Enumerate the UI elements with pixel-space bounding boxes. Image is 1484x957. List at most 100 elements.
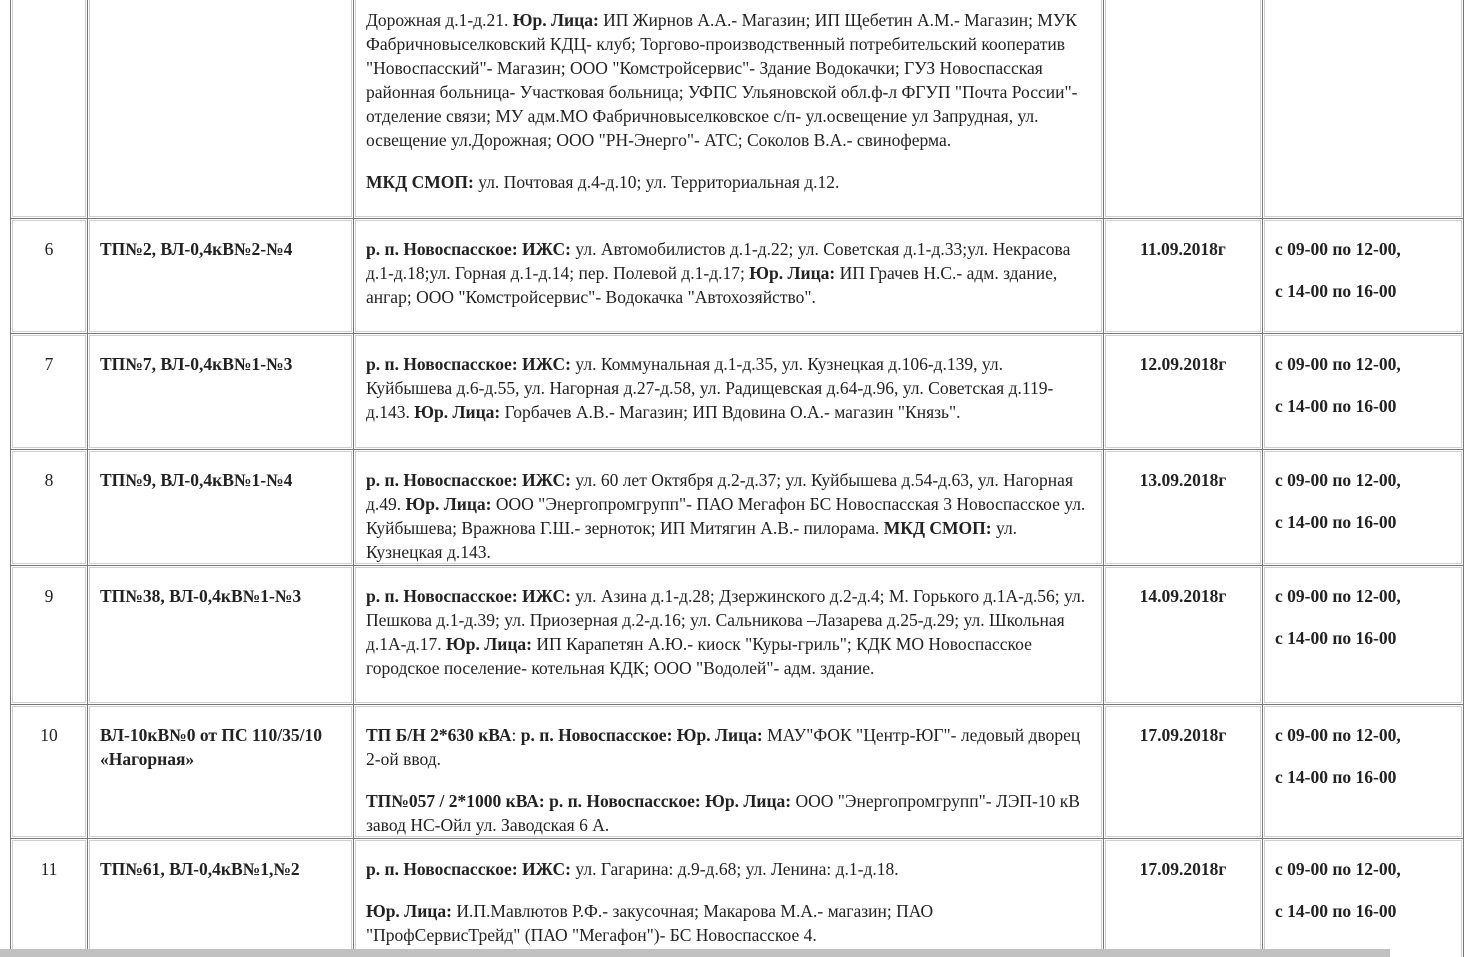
row-number: 6	[44, 239, 54, 259]
text: ул. Автомобилистов д.1-д.22; ул. Советск…	[366, 239, 1071, 283]
row-number: 9	[44, 586, 54, 606]
date: 13.09.2018г	[1139, 470, 1227, 490]
paragraph: Дорожная д.1-д.21. Юр. Лица: ИП Жирнов А…	[366, 8, 1091, 152]
paragraph: р. п. Новоспасское: ИЖС: ул. Автомобилис…	[366, 237, 1091, 309]
bold-text: МКД СМОП:	[883, 518, 992, 538]
number-cell	[10, 0, 88, 219]
time-range: с 14-00 по 16-00	[1275, 512, 1397, 532]
time-range: с 14-00 по 16-00	[1275, 281, 1397, 301]
bold-text: р. п. Новоспасское: Юр. Лица:	[520, 725, 763, 745]
description-cell: р. п. Новоспасское: ИЖС: ул. Гагарина: д…	[353, 838, 1104, 957]
text: ул. Азина д.1-д.28; Дзержинского д.2-д.4…	[366, 586, 1086, 654]
bold-text: Юр. Лица:	[749, 263, 836, 283]
time-cell: с 09-00 по 12-00, с 14-00 по 16-00	[1262, 565, 1464, 705]
bold-text: р. п. Новоспасское: ИЖС:	[366, 470, 571, 490]
time-cell: с 09-00 по 12-00, с 14-00 по 16-00	[1262, 218, 1464, 334]
time-range: с 09-00 по 12-00,	[1275, 239, 1401, 259]
text: ул. Коммунальная д.1-д.35, ул. Кузнецкая…	[366, 354, 1054, 422]
time-range: с 09-00 по 12-00,	[1275, 859, 1401, 879]
bold-text: Юр. Лица:	[366, 901, 452, 921]
text: И.П.Мавлютов Р.Ф.- закусочная; Макарова …	[366, 901, 934, 945]
time-range: с 14-00 по 16-00	[1275, 901, 1397, 921]
paragraph: МКД СМОП: ул. Почтовая д.4-д.10; ул. Тер…	[366, 170, 1091, 194]
object-name: ТП№2, ВЛ-0,4кВ№2-№4	[100, 239, 293, 259]
date-cell: 14.09.2018г	[1103, 565, 1263, 705]
scrollbar[interactable]	[0, 949, 1390, 957]
text: ИП Жирнов А.А.- Магазин; ИП Щебетин А.М.…	[366, 10, 1078, 150]
date-cell: 12.09.2018г	[1103, 333, 1263, 450]
object-name: ТП№7, ВЛ-0,4кВ№1-№3	[100, 354, 293, 374]
object-name: ТП№9, ВЛ-0,4кВ№1-№4	[100, 470, 293, 490]
object-cell: ТП№9, ВЛ-0,4кВ№1-№4	[87, 449, 354, 566]
description-cell: ТП Б/Н 2*630 кВА: р. п. Новоспасское: Юр…	[353, 704, 1104, 839]
bold-text: МКД СМОП:	[366, 172, 474, 192]
number-cell: 7	[10, 333, 88, 450]
time-cell: с 09-00 по 12-00, с 14-00 по 16-00	[1262, 838, 1464, 957]
text: ул. 60 лет Октября д.2-д.37; ул. Куйбыше…	[366, 470, 1073, 514]
time-cell: с 09-00 по 12-00, с 14-00 по 16-00	[1262, 704, 1464, 839]
text: ул. Гагарина: д.9-д.68; ул. Ленина: д.1-…	[570, 859, 899, 879]
time-range: с 09-00 по 12-00,	[1275, 725, 1401, 745]
bold-text: Юр. Лица:	[512, 10, 599, 30]
text: МАУ"ФОК "Центр-ЮГ"- ледовый дворец 2-ой …	[366, 725, 1081, 769]
description-cell: р. п. Новоспасское: ИЖС: ул. Азина д.1-д…	[353, 565, 1104, 705]
time-range: с 09-00 по 12-00,	[1275, 354, 1401, 374]
time-cell: с 09-00 по 12-00, с 14-00 по 16-00	[1262, 449, 1464, 566]
text: ул. Кузнецкая д.143.	[366, 518, 1018, 562]
date: 11.09.2018г	[1140, 239, 1226, 259]
date: 17.09.2018г	[1139, 859, 1227, 879]
object-cell: ТП№2, ВЛ-0,4кВ№2-№4	[87, 218, 354, 334]
number-cell: 11	[10, 838, 88, 957]
time-range: с 14-00 по 16-00	[1275, 767, 1397, 787]
paragraph: р. п. Новоспасское: ИЖС: ул. Азина д.1-д…	[366, 584, 1091, 680]
text: ИП Карапетян А.Ю.- киоск "Куры-гриль"; К…	[366, 634, 1032, 678]
object-cell	[87, 0, 354, 219]
bold-text: Юр. Лица:	[446, 634, 533, 654]
object-name: ВЛ-10кВ№0 от ПС 110/35/10 «Нагорная»	[100, 725, 322, 769]
object-cell: ВЛ-10кВ№0 от ПС 110/35/10 «Нагорная»	[87, 704, 354, 839]
time-range: с 14-00 по 16-00	[1275, 628, 1397, 648]
date: 17.09.2018г	[1139, 725, 1227, 745]
date-cell	[1103, 0, 1263, 219]
number-cell: 10	[10, 704, 88, 839]
number-cell: 6	[10, 218, 88, 334]
text: ИП Грачев Н.С.- адм. здание, ангар; ООО …	[366, 263, 1058, 307]
text: Дорожная д.1-д.21.	[366, 10, 513, 30]
date-cell: 11.09.2018г	[1103, 218, 1263, 334]
text: ООО "Энергопромгрупп"- ЛЭП-10 кВ завод Н…	[366, 791, 1080, 835]
date-cell: 17.09.2018г	[1103, 838, 1263, 957]
paragraph: ТП Б/Н 2*630 кВА: р. п. Новоспасское: Юр…	[366, 723, 1091, 771]
time-range: с 14-00 по 16-00	[1275, 396, 1397, 416]
time-range: с 09-00 по 12-00,	[1275, 586, 1401, 606]
text: :	[511, 725, 521, 745]
bold-text: р. п. Новоспасское: ИЖС:	[366, 354, 571, 374]
row-number: 8	[44, 470, 54, 490]
row-number: 11	[40, 859, 58, 879]
paragraph: ТП№057 / 2*1000 кВА: р. п. Новоспасское:…	[366, 789, 1091, 837]
bold-text: р. п. Новоспасское: ИЖС:	[366, 239, 571, 259]
paragraph: Юр. Лица: И.П.Мавлютов Р.Ф.- закусочная;…	[366, 899, 1091, 947]
date-cell: 17.09.2018г	[1103, 704, 1263, 839]
bold-text: Юр. Лица:	[414, 402, 501, 422]
paragraph: р. п. Новоспасское: ИЖС: ул. Гагарина: д…	[366, 857, 1091, 881]
number-cell: 8	[10, 449, 88, 566]
text: ул. Почтовая д.4-д.10; ул. Территориальн…	[473, 172, 840, 192]
object-cell: ТП№7, ВЛ-0,4кВ№1-№3	[87, 333, 354, 450]
time-cell	[1262, 0, 1464, 219]
text: Горбачев А.В.- Магазин; ИП Вдовина О.А.-…	[500, 402, 961, 422]
description-cell: Дорожная д.1-д.21. Юр. Лица: ИП Жирнов А…	[353, 0, 1104, 219]
bold-text: р. п. Новоспасское: ИЖС:	[366, 586, 571, 606]
description-cell: р. п. Новоспасское: ИЖС: ул. Коммунальна…	[353, 333, 1104, 450]
object-name: ТП№61, ВЛ-0,4кВ№1,№2	[100, 859, 300, 879]
object-cell: ТП№38, ВЛ-0,4кВ№1-№3	[87, 565, 354, 705]
bold-text: Юр. Лица:	[405, 494, 492, 514]
time-cell: с 09-00 по 12-00, с 14-00 по 16-00	[1262, 333, 1464, 450]
date: 14.09.2018г	[1139, 586, 1227, 606]
description-cell: р. п. Новоспасское: ИЖС: ул. Автомобилис…	[353, 218, 1104, 334]
object-cell: ТП№61, ВЛ-0,4кВ№1,№2	[87, 838, 354, 957]
description-cell: р. п. Новоспасское: ИЖС: ул. 60 лет Октя…	[353, 449, 1104, 566]
bold-text: ТП№057 / 2*1000 кВА: р. п. Новоспасское:…	[366, 791, 792, 811]
paragraph: р. п. Новоспасское: ИЖС: ул. Коммунальна…	[366, 352, 1091, 424]
text: ООО "Энергопромгрупп"- ПАО Мегафон БС Но…	[366, 494, 1086, 538]
object-name: ТП№38, ВЛ-0,4кВ№1-№3	[100, 586, 302, 606]
